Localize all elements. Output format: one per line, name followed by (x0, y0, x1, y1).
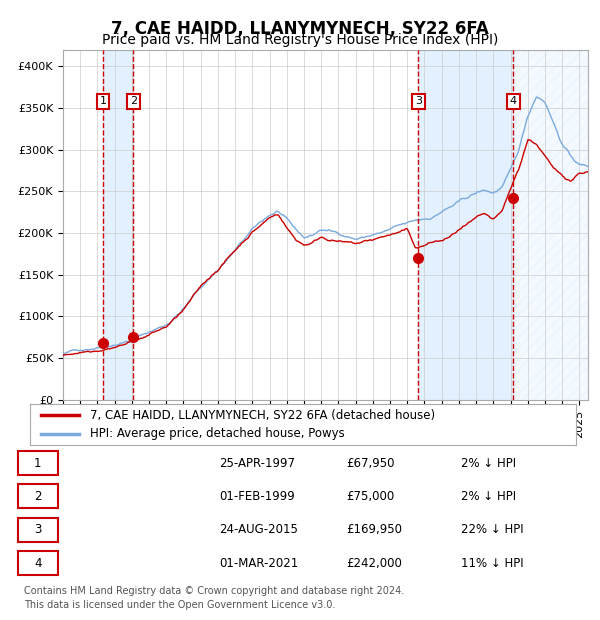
Text: 24-AUG-2015: 24-AUG-2015 (220, 523, 298, 536)
Text: 1: 1 (34, 456, 41, 469)
Text: £242,000: £242,000 (346, 557, 402, 570)
Text: £169,950: £169,950 (346, 523, 402, 536)
Text: 2% ↓ HPI: 2% ↓ HPI (461, 490, 517, 503)
Text: 2: 2 (34, 490, 41, 503)
Text: £75,000: £75,000 (346, 490, 394, 503)
Text: 3: 3 (415, 96, 422, 106)
Text: 7, CAE HAIDD, LLANYMYNECH, SY22 6FA: 7, CAE HAIDD, LLANYMYNECH, SY22 6FA (111, 20, 489, 38)
Text: 25-APR-1997: 25-APR-1997 (220, 456, 295, 469)
Bar (418, 50, 514, 400)
Text: 22% ↓ HPI: 22% ↓ HPI (461, 523, 524, 536)
Text: 11% ↓ HPI: 11% ↓ HPI (461, 557, 524, 570)
FancyBboxPatch shape (18, 551, 58, 575)
Text: Price paid vs. HM Land Registry's House Price Index (HPI): Price paid vs. HM Land Registry's House … (102, 33, 498, 47)
FancyBboxPatch shape (18, 451, 58, 475)
Text: 01-MAR-2021: 01-MAR-2021 (220, 557, 299, 570)
Text: 2% ↓ HPI: 2% ↓ HPI (461, 456, 517, 469)
Text: 1: 1 (100, 96, 106, 106)
Text: 01-FEB-1999: 01-FEB-1999 (220, 490, 295, 503)
Bar (103, 50, 133, 400)
Text: Contains HM Land Registry data © Crown copyright and database right 2024.
This d: Contains HM Land Registry data © Crown c… (24, 586, 404, 610)
Text: 4: 4 (34, 557, 41, 570)
FancyBboxPatch shape (18, 518, 58, 542)
Bar (514, 50, 588, 400)
FancyBboxPatch shape (18, 484, 58, 508)
Text: HPI: Average price, detached house, Powys: HPI: Average price, detached house, Powy… (90, 427, 345, 440)
Text: 4: 4 (510, 96, 517, 106)
Text: £67,950: £67,950 (346, 456, 395, 469)
Text: 3: 3 (34, 523, 41, 536)
Text: 7, CAE HAIDD, LLANYMYNECH, SY22 6FA (detached house): 7, CAE HAIDD, LLANYMYNECH, SY22 6FA (det… (90, 409, 435, 422)
Text: 2: 2 (130, 96, 137, 106)
